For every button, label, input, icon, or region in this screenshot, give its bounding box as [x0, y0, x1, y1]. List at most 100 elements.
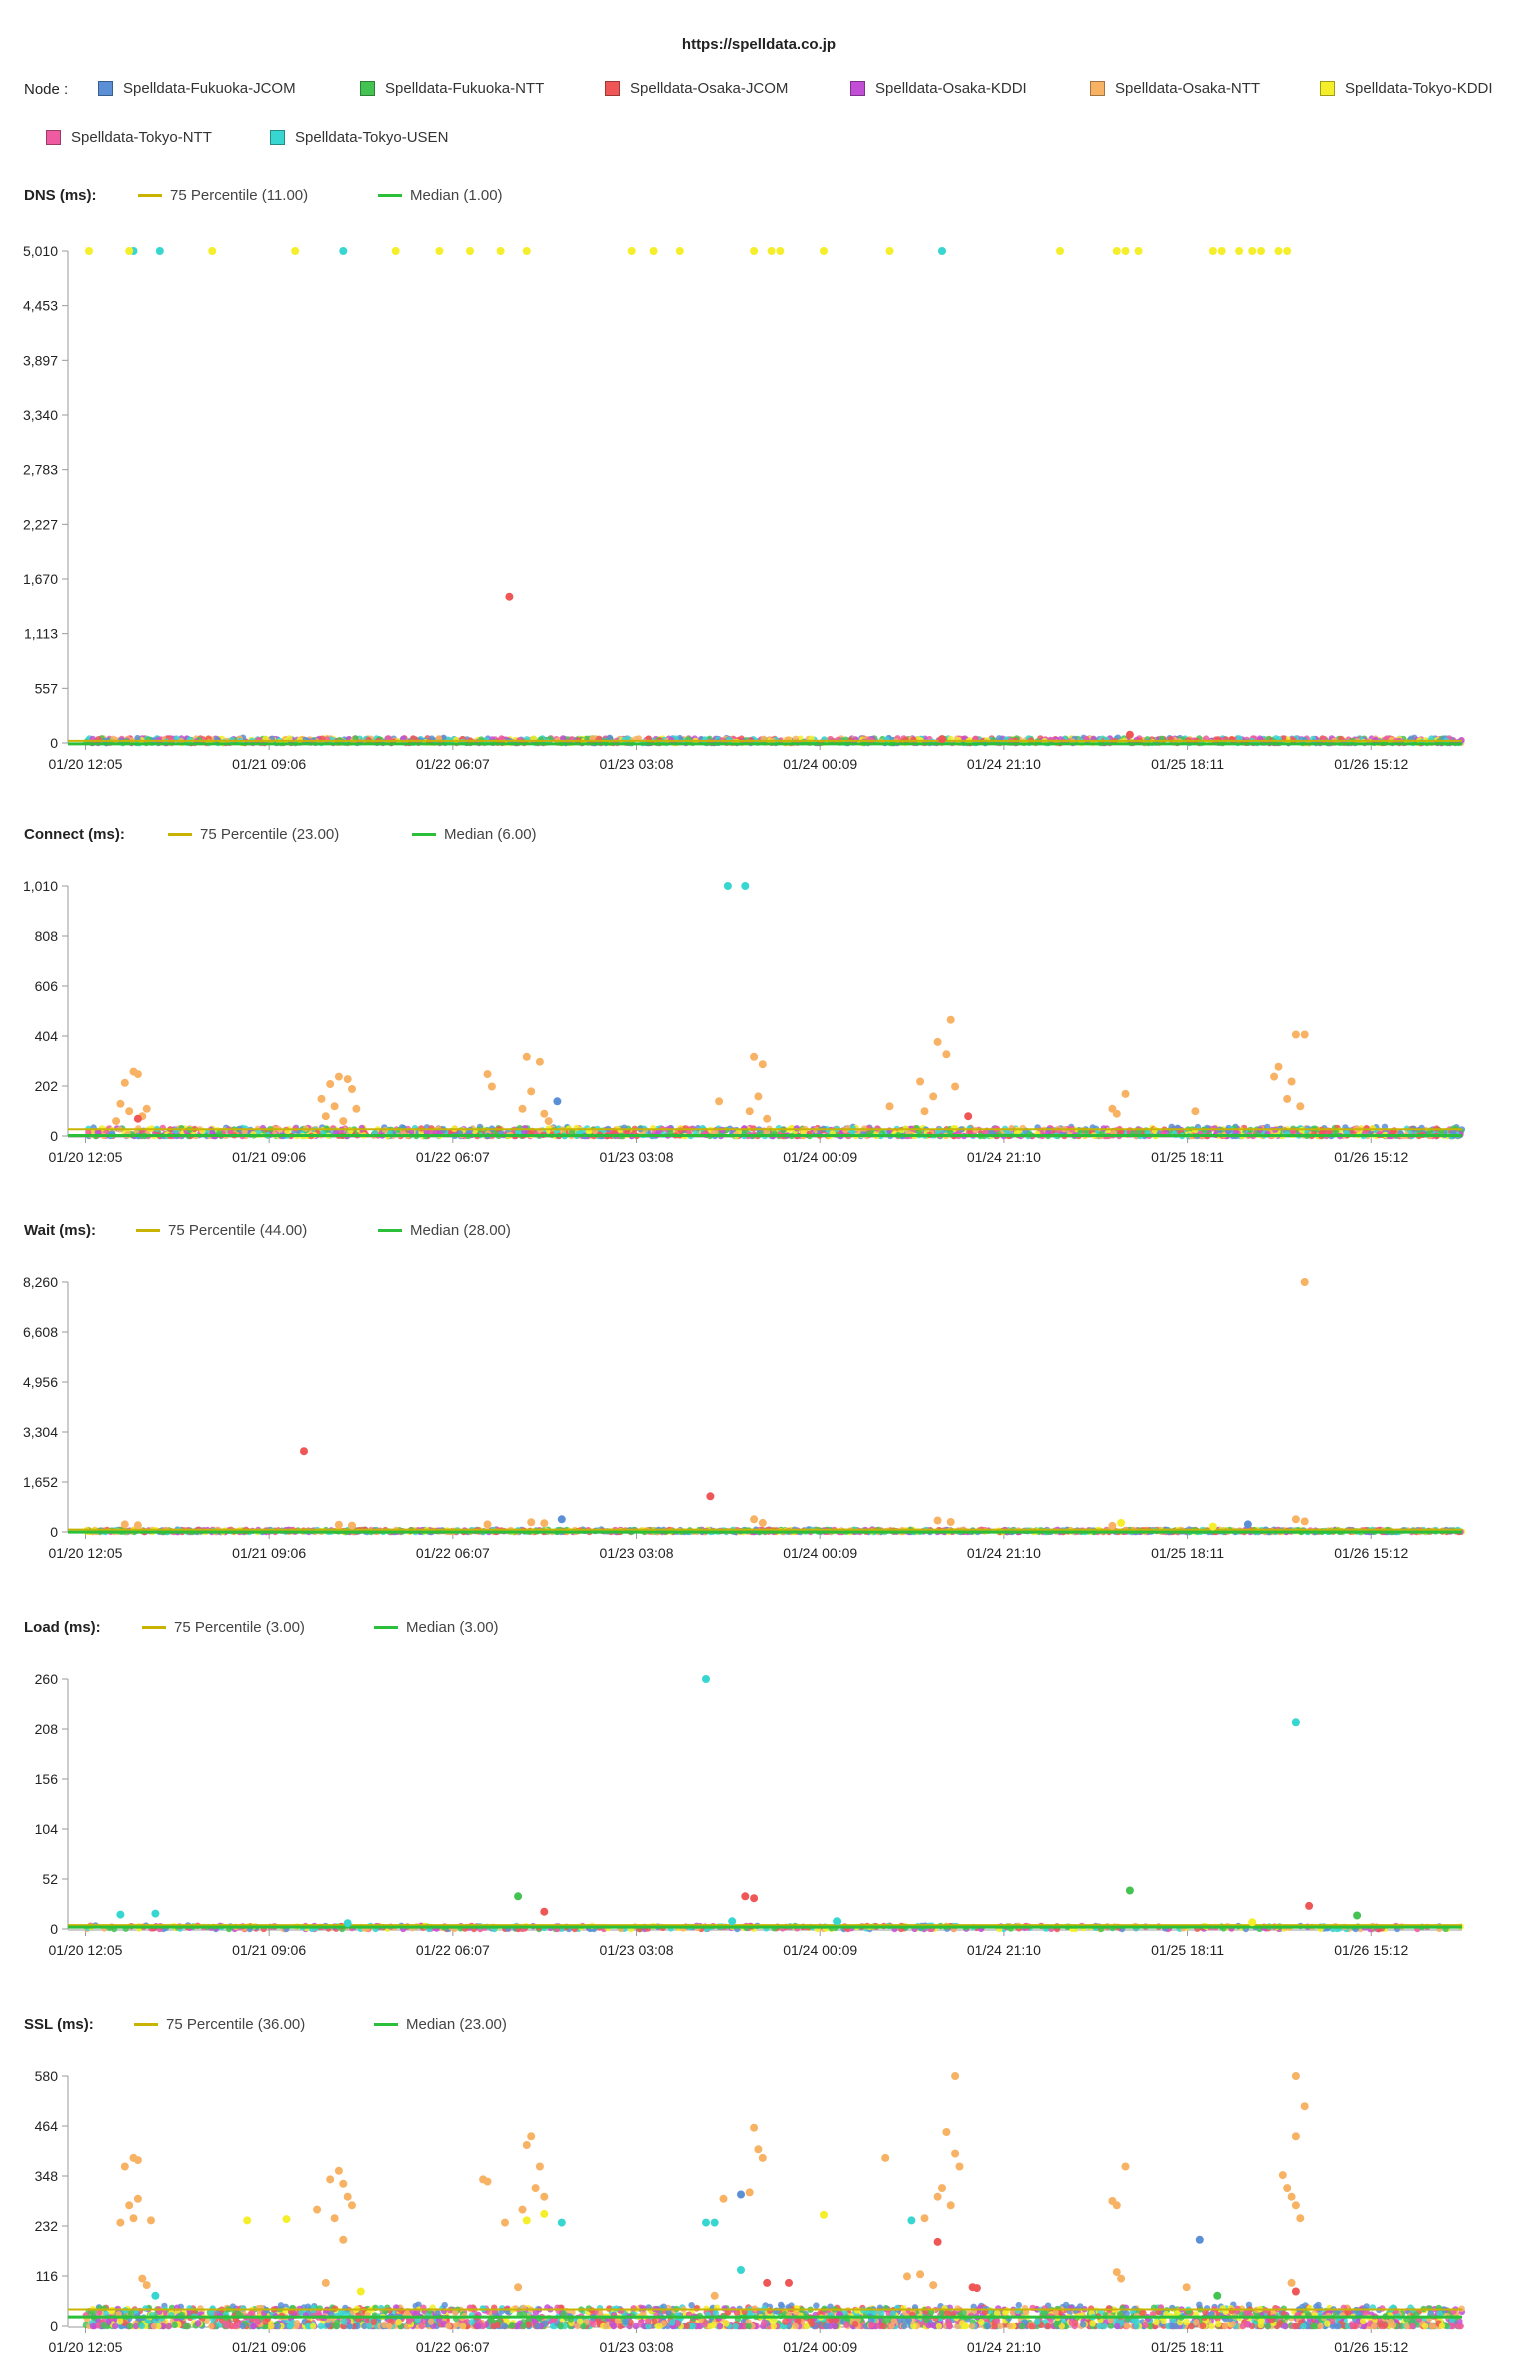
data-point[interactable] [938, 247, 946, 255]
data-point[interactable] [125, 1107, 134, 1116]
data-point[interactable] [527, 1518, 536, 1527]
data-point[interactable] [1208, 1522, 1217, 1531]
data-point[interactable] [750, 1052, 759, 1061]
data-point[interactable] [330, 1102, 339, 1111]
p75-legend[interactable]: 75 Percentile (11.00) [138, 187, 308, 204]
data-point[interactable] [339, 1117, 348, 1126]
legend-item-spelldata-tokyo-ntt[interactable]: Spelldata-Tokyo-NTT [46, 129, 212, 146]
data-point[interactable] [1208, 247, 1217, 255]
data-point[interactable] [916, 1077, 925, 1086]
data-point[interactable] [938, 735, 946, 744]
data-point[interactable] [920, 1107, 929, 1116]
data-point[interactable] [1270, 1072, 1279, 1081]
data-point[interactable] [1296, 1102, 1305, 1111]
data-point[interactable] [1300, 1517, 1309, 1526]
data-point[interactable] [946, 1518, 955, 1526]
data-point[interactable] [317, 1094, 326, 1103]
data-point[interactable] [706, 1492, 715, 1501]
median-legend[interactable]: Median (6.00) [412, 826, 537, 843]
data-point[interactable] [1243, 1520, 1252, 1529]
median-legend[interactable]: Median (1.00) [378, 187, 503, 204]
data-point[interactable] [1108, 1521, 1117, 1530]
data-point[interactable] [885, 1102, 894, 1111]
data-point[interactable] [466, 247, 474, 255]
data-point[interactable] [1257, 247, 1265, 255]
data-point[interactable] [155, 247, 164, 255]
data-point[interactable] [540, 1109, 549, 1118]
p75-legend[interactable]: 75 Percentile (23.00) [168, 826, 339, 843]
legend-item-spelldata-osaka-jcom[interactable]: Spelldata-Osaka-JCOM [605, 80, 788, 97]
data-point[interactable] [133, 1114, 142, 1123]
data-point[interactable] [741, 882, 750, 890]
data-point[interactable] [1112, 247, 1121, 255]
data-point[interactable] [518, 1104, 527, 1113]
data-point[interactable] [348, 1521, 356, 1530]
data-point[interactable] [675, 247, 684, 255]
data-point[interactable] [933, 1516, 942, 1525]
data-point[interactable] [750, 1515, 759, 1524]
data-point[interactable] [758, 1060, 767, 1069]
median-legend[interactable]: Median (3.00) [374, 1619, 499, 1636]
data-point[interactable] [885, 247, 894, 255]
data-point[interactable] [767, 247, 776, 255]
data-point[interactable] [1248, 247, 1257, 255]
data-point[interactable] [1125, 730, 1134, 739]
legend-item-spelldata-fukuoka-jcom[interactable]: Spelldata-Fukuoka-JCOM [98, 80, 296, 97]
data-point[interactable] [942, 1050, 951, 1059]
legend-item-spelldata-osaka-kddi[interactable]: Spelldata-Osaka-KDDI [850, 80, 1027, 97]
data-point[interactable] [1134, 247, 1143, 255]
data-point[interactable] [85, 247, 93, 255]
data-point[interactable] [649, 247, 658, 255]
data-point[interactable] [483, 1520, 492, 1529]
data-point[interactable] [776, 247, 785, 255]
data-point[interactable] [133, 1070, 142, 1079]
data-point[interactable] [1191, 1107, 1200, 1116]
data-point[interactable] [754, 1092, 763, 1101]
data-point[interactable] [557, 1515, 566, 1524]
data-point[interactable] [334, 1520, 343, 1529]
data-point[interactable] [1056, 247, 1064, 255]
data-point[interactable] [208, 247, 217, 255]
data-point[interactable] [435, 247, 444, 255]
data-point[interactable] [946, 1015, 955, 1024]
data-point[interactable] [1117, 1518, 1126, 1527]
data-point[interactable] [496, 247, 505, 255]
data-point[interactable] [745, 1107, 754, 1116]
data-point[interactable] [750, 247, 759, 255]
data-point[interactable] [348, 1085, 356, 1093]
data-point[interactable] [522, 247, 531, 255]
data-point[interactable] [339, 247, 348, 255]
data-point[interactable] [300, 1447, 308, 1456]
data-point[interactable] [951, 1082, 960, 1091]
data-point[interactable] [321, 1112, 330, 1121]
data-point[interactable] [112, 1117, 121, 1126]
data-point[interactable] [1300, 1278, 1309, 1286]
data-point[interactable] [142, 1104, 151, 1113]
data-point[interactable] [352, 1104, 361, 1113]
data-point[interactable] [929, 1092, 938, 1101]
data-point[interactable] [535, 1057, 544, 1066]
legend-item-spelldata-fukuoka-ntt[interactable]: Spelldata-Fukuoka-NTT [360, 80, 544, 97]
data-point[interactable] [964, 1112, 973, 1121]
data-point[interactable] [1121, 1089, 1130, 1098]
data-point[interactable] [758, 1518, 767, 1527]
p75-legend[interactable]: 75 Percentile (44.00) [136, 1222, 307, 1239]
data-point[interactable] [505, 592, 514, 601]
data-point[interactable] [1291, 1030, 1300, 1039]
legend-item-spelldata-tokyo-usen[interactable]: Spelldata-Tokyo-USEN [270, 129, 448, 146]
legend-item-spelldata-osaka-ntt[interactable]: Spelldata-Osaka-NTT [1090, 80, 1260, 97]
data-point[interactable] [1287, 1077, 1296, 1086]
median-legend[interactable]: Median (28.00) [378, 1222, 511, 1239]
data-point[interactable] [326, 1080, 335, 1088]
data-point[interactable] [1217, 247, 1226, 255]
data-point[interactable] [723, 882, 732, 890]
data-point[interactable] [1112, 1109, 1121, 1118]
data-point[interactable] [483, 1070, 492, 1079]
data-point[interactable] [1300, 1030, 1309, 1039]
data-point[interactable] [1121, 247, 1130, 255]
data-point[interactable] [1274, 1062, 1283, 1071]
data-point[interactable] [133, 1521, 142, 1530]
data-point[interactable] [553, 1097, 562, 1106]
data-point[interactable] [627, 247, 636, 255]
legend-item-spelldata-tokyo-kddi[interactable]: Spelldata-Tokyo-KDDI [1320, 80, 1493, 97]
